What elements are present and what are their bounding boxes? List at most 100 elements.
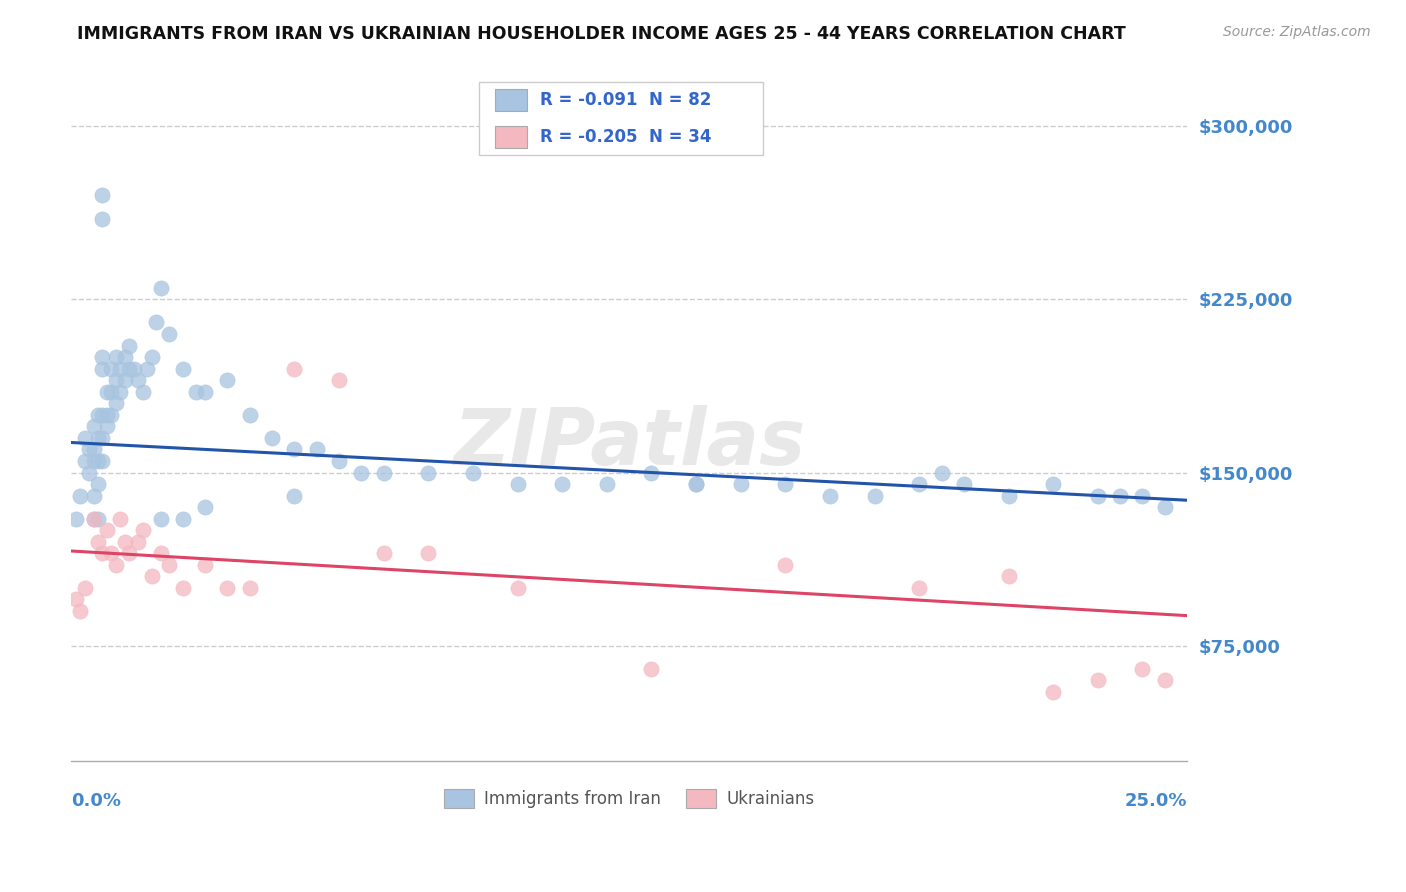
Point	[91, 408, 114, 422]
Point	[283, 489, 305, 503]
Point	[217, 373, 239, 387]
Point	[118, 546, 141, 560]
Point	[91, 188, 114, 202]
Point	[100, 546, 122, 560]
Point	[141, 350, 163, 364]
Text: R = -0.205  N = 34: R = -0.205 N = 34	[540, 128, 711, 146]
Point	[640, 662, 662, 676]
Point	[350, 466, 373, 480]
Point	[172, 511, 194, 525]
Point	[159, 558, 181, 572]
Point	[87, 511, 110, 525]
Point	[685, 477, 707, 491]
Point	[96, 384, 118, 399]
Point	[110, 511, 132, 525]
Point	[104, 558, 127, 572]
Point	[1132, 662, 1154, 676]
Point	[104, 396, 127, 410]
Point	[997, 569, 1019, 583]
Point	[114, 350, 136, 364]
Point	[65, 511, 87, 525]
Text: R = -0.091  N = 82: R = -0.091 N = 82	[540, 91, 711, 110]
Point	[77, 442, 100, 457]
Point	[96, 419, 118, 434]
Point	[100, 384, 122, 399]
Point	[1132, 489, 1154, 503]
Point	[506, 581, 529, 595]
Point	[1042, 685, 1064, 699]
Point	[127, 534, 149, 549]
Point	[149, 546, 172, 560]
Point	[91, 454, 114, 468]
Point	[997, 489, 1019, 503]
Text: 25.0%: 25.0%	[1125, 791, 1187, 810]
Text: IMMIGRANTS FROM IRAN VS UKRAINIAN HOUSEHOLDER INCOME AGES 25 - 44 YEARS CORRELAT: IMMIGRANTS FROM IRAN VS UKRAINIAN HOUSEH…	[77, 25, 1126, 43]
Point	[418, 546, 440, 560]
FancyBboxPatch shape	[495, 126, 526, 148]
Point	[145, 315, 167, 329]
Point	[551, 477, 574, 491]
Point	[96, 408, 118, 422]
Point	[305, 442, 328, 457]
Point	[908, 581, 931, 595]
FancyBboxPatch shape	[495, 89, 526, 112]
Point	[217, 581, 239, 595]
Point	[100, 361, 122, 376]
Point	[83, 511, 105, 525]
Point	[186, 384, 208, 399]
Point	[104, 373, 127, 387]
Point	[96, 523, 118, 537]
Point	[83, 511, 105, 525]
Point	[775, 477, 797, 491]
Point	[100, 408, 122, 422]
Point	[640, 466, 662, 480]
Point	[114, 534, 136, 549]
Legend: Immigrants from Iran, Ukrainians: Immigrants from Iran, Ukrainians	[437, 782, 821, 815]
Point	[596, 477, 619, 491]
Point	[91, 431, 114, 445]
Point	[262, 431, 284, 445]
Point	[69, 604, 91, 618]
Point	[1087, 673, 1109, 688]
Point	[328, 373, 350, 387]
Point	[87, 408, 110, 422]
Point	[461, 466, 484, 480]
Point	[87, 454, 110, 468]
FancyBboxPatch shape	[478, 82, 763, 155]
Point	[159, 326, 181, 341]
Point	[83, 419, 105, 434]
Point	[194, 558, 217, 572]
Point	[91, 361, 114, 376]
Point	[730, 477, 752, 491]
Text: Source: ZipAtlas.com: Source: ZipAtlas.com	[1223, 25, 1371, 39]
Point	[73, 454, 96, 468]
Point	[77, 466, 100, 480]
Point	[114, 373, 136, 387]
Point	[83, 442, 105, 457]
Point	[1042, 477, 1064, 491]
Point	[141, 569, 163, 583]
Point	[91, 546, 114, 560]
Point	[118, 338, 141, 352]
Point	[1109, 489, 1132, 503]
Point	[239, 408, 262, 422]
Point	[131, 384, 153, 399]
Point	[122, 361, 145, 376]
Point	[239, 581, 262, 595]
Point	[87, 534, 110, 549]
Point	[775, 558, 797, 572]
Point	[149, 281, 172, 295]
Point	[91, 350, 114, 364]
Point	[931, 466, 953, 480]
Point	[194, 384, 217, 399]
Point	[953, 477, 976, 491]
Point	[118, 361, 141, 376]
Point	[73, 431, 96, 445]
Point	[83, 454, 105, 468]
Point	[131, 523, 153, 537]
Point	[172, 581, 194, 595]
Point	[69, 489, 91, 503]
Point	[87, 477, 110, 491]
Point	[87, 431, 110, 445]
Point	[283, 361, 305, 376]
